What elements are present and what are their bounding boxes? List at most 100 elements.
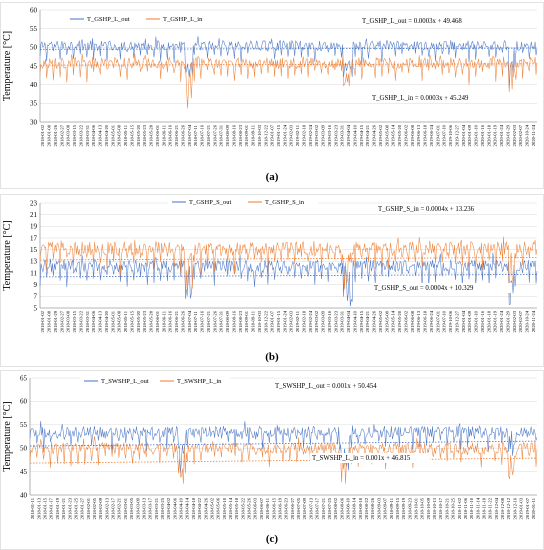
annotation-box <box>372 283 512 293</box>
x-tick-label: 2020-01-04 <box>461 124 466 146</box>
x-tick-label: 2020-01-04 <box>461 310 466 332</box>
x-tick-label: 2018-10-17 <box>438 497 443 519</box>
legend: T_SWSHP_L_out T_SWSHP_L_in <box>80 376 230 386</box>
x-tick-label: 2018-07-26 <box>212 124 217 146</box>
x-tick-label: 2018-08-16 <box>231 124 236 146</box>
x-tick-label: 2018-10-13 <box>432 497 437 519</box>
x-tick-label: 2018-04-26 <box>203 497 208 519</box>
x-tick-label: 2018-05-26 <box>247 497 252 519</box>
y-axis-label: Temperature [°C] <box>2 220 13 290</box>
x-tick-label: 2018-05-02 <box>209 497 214 519</box>
series-line-t-gshp-s-in <box>39 236 538 302</box>
chart-panel-2: 5 7 9 11 13 15 17 19 21 23 Temperature [°C] 2018-01… <box>0 194 544 367</box>
x-tick-label: 2020-01-29 <box>505 310 510 332</box>
y-tick-label: 35 <box>30 100 38 108</box>
trendline-t-gshp-s-out <box>39 274 538 278</box>
x-tick-label: 2019-10-06 <box>448 124 453 146</box>
x-tick-label: 2018-01-11 <box>30 497 35 519</box>
trend-equation: T_GSHP_L_out = 0.0003x + 49.468 <box>362 18 462 25</box>
y-tick-label: 7 <box>34 293 38 301</box>
legend-label: T_GSHP_L_in <box>163 16 203 23</box>
x-tick-label: 2019-03-02 <box>314 124 319 146</box>
x-tick-label: 2018-09-11 <box>251 310 256 332</box>
x-tick-label: 2018-01-02 <box>40 310 45 332</box>
x-tick-label: 2018-06-21 <box>174 310 179 332</box>
x-tick-label: 2018-06-21 <box>174 124 179 146</box>
x-tick-label: 2018-06-01 <box>155 124 160 146</box>
x-tick-label: 2018-08-18 <box>358 497 363 519</box>
x-tick-label: 2018-10-03 <box>257 124 262 146</box>
x-tick-label: 2020-01-16 <box>480 310 485 332</box>
x-tick-label: 2018-02-13 <box>104 497 109 519</box>
x-tick-label: 2019-01-15 <box>276 124 281 146</box>
x-tick-label: 2019-03-23 <box>333 310 338 332</box>
x-tick-label: 2018-03-01 <box>123 497 128 519</box>
x-tick-label: 2020-11-24 <box>531 124 536 146</box>
x-tick-label: 2018-03-21 <box>154 497 159 519</box>
x-tick-label: 2020-01-29 <box>505 124 510 146</box>
x-tick-label: 2018-07-09 <box>302 497 307 519</box>
legend-label: T_SWSHP_L_in <box>177 378 222 385</box>
x-tick-label: 2019-07-10 <box>442 310 447 332</box>
x-tick-label: 2019-04-04 <box>346 124 351 146</box>
x-tick-label: 2018-05-18 <box>234 497 239 519</box>
x-tick-label: 2018-06-07 <box>259 497 264 519</box>
x-tick-label: 2018-09-19 <box>401 497 406 519</box>
x-tick-label: 2018-04-18 <box>191 497 196 519</box>
x-tick-label: 2018-05-22 <box>240 497 245 519</box>
x-tick-label: 2018-06-23 <box>284 497 289 519</box>
x-tick-label: 2019-06-02 <box>403 124 408 146</box>
x-tick-label: 2018-11-14 <box>475 497 480 519</box>
x-tick-label: 2019-03-31 <box>340 310 345 332</box>
legend-label: T_SWSHP_L_out <box>101 378 149 385</box>
x-tick-label: 2019-05-02 <box>378 310 383 332</box>
x-tick-label: 2018-08-09 <box>225 310 230 332</box>
x-tick-label: 2018-03-17 <box>148 497 153 519</box>
x-tick-label: 2019-12-27 <box>454 310 459 332</box>
trendline-t-swshp-l-out <box>29 440 538 447</box>
legend: T_GSHP_S_out T_GSHP_S_in <box>168 197 318 207</box>
x-tick-label: 2018-04-22 <box>197 497 202 519</box>
x-tick-label: 2019-06-18 <box>423 310 428 332</box>
x-tick-label: 2018-08-22 <box>364 497 369 519</box>
x-tick-label: 2018-05-08 <box>117 310 122 332</box>
x-tick-label: 2019-01-07 <box>270 310 275 332</box>
x-tick-label: 2018-06-16 <box>168 124 173 146</box>
legend-label: T_GSHP_S_in <box>265 199 305 206</box>
x-tick-label: 2019-01-07 <box>525 497 530 519</box>
x-tick-label: 2019-04-26 <box>372 310 377 332</box>
x-tick-label: 2018-06-01 <box>155 310 160 332</box>
annotation-box <box>310 453 430 463</box>
x-tick-label: 2019-05-14 <box>391 310 396 332</box>
x-tick-label: 2018-07-04 <box>187 124 192 146</box>
x-tick-label: 2018-05-15 <box>129 124 134 146</box>
x-tick-label: 2018-05-14 <box>228 497 233 519</box>
y-tick-label: 40 <box>30 81 38 89</box>
x-tick-label: 2018-01-17 <box>49 497 54 519</box>
x-tick-label: 2018-01-19 <box>55 497 60 519</box>
legend-label: T_GSHP_S_out <box>189 199 231 206</box>
x-tick-label: 2019-06-24 <box>429 310 434 332</box>
x-tick-label: 2018-03-08 <box>66 310 71 332</box>
x-tick-label: 2018-05-28 <box>149 310 154 332</box>
y-tick-label: 13 <box>30 258 38 266</box>
x-tick-label: 2018-01-23 <box>67 497 72 519</box>
x-tick-label: 2018-07-21 <box>321 497 326 519</box>
x-tick-label: 2018-03-22 <box>78 310 83 332</box>
series-line-t-swshp-l-out <box>29 421 538 474</box>
x-tick-label: 2018-06-11 <box>265 497 270 519</box>
x-tick-label: 2018-09-15 <box>395 497 400 519</box>
x-tick-label: 2018-07-31 <box>219 310 224 332</box>
x-tick-label: 2019-04-15 <box>359 124 364 146</box>
x-tick-label: 2019-04-10 <box>352 310 357 332</box>
y-tick-label: 55 <box>20 421 28 429</box>
x-tick-label: 2018-03-25 <box>160 497 165 519</box>
x-tick-label: 2018-06-11 <box>161 124 166 146</box>
x-tick-label: 2018-01-13 <box>36 497 41 519</box>
y-tick-label: 55 <box>30 25 38 33</box>
y-tick-label: 50 <box>30 44 38 52</box>
trendline-t-gshp-s-in <box>39 257 538 261</box>
trend-equation: T_GSHP_S_out = 0.0004x + 10.329 <box>374 285 474 292</box>
x-tick-label: 2018-02-01 <box>86 497 91 519</box>
